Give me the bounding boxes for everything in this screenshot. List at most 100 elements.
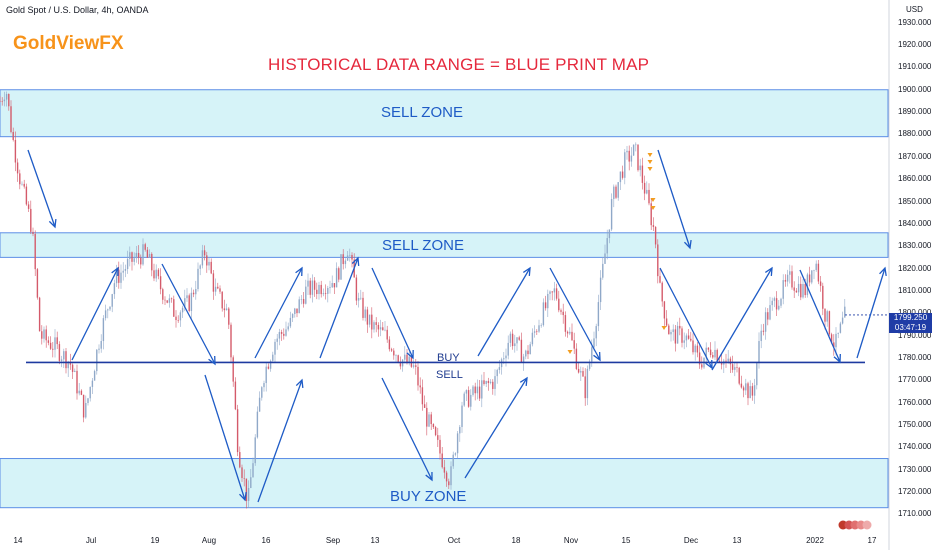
brand-watermark: GoldViewFX (13, 33, 124, 54)
candle-body (421, 387, 424, 405)
candle-body (804, 284, 806, 296)
candle-body (828, 311, 831, 335)
price-tick-label: 1880.000 (898, 129, 932, 139)
candle-body (839, 323, 842, 333)
candle-body (151, 253, 153, 271)
candle-body (173, 299, 175, 317)
candle-body (16, 162, 19, 174)
zone-label-mid: SELL ZONE (382, 237, 464, 254)
candle-body (408, 356, 410, 364)
candle-body (665, 318, 668, 326)
candle-body (335, 268, 338, 288)
candle-body (485, 380, 487, 384)
candle-body (52, 348, 54, 350)
candle-body (529, 344, 531, 355)
flag-icons[interactable] (838, 520, 872, 530)
candle-body (474, 386, 476, 394)
candle-body (753, 385, 756, 396)
candle-body (767, 312, 769, 320)
candle-body (25, 186, 28, 205)
candle-body (654, 226, 657, 245)
arrow-head (879, 266, 887, 277)
candle-body (276, 338, 278, 342)
candle-body (137, 252, 140, 258)
candle-body (115, 269, 118, 284)
candle-body (219, 288, 221, 292)
candle-body (355, 277, 358, 301)
candle-body (569, 331, 571, 334)
arrow-head (295, 266, 303, 277)
price-tick-label: 1750.000 (898, 420, 932, 429)
candle-body (808, 274, 811, 283)
candle-body (96, 349, 98, 372)
candle-body (419, 385, 421, 388)
candle-body (452, 454, 454, 467)
candle-body (586, 368, 589, 399)
candle-body (749, 386, 751, 399)
candle-body (797, 283, 800, 293)
price-tick-label: 1900.000 (898, 84, 932, 94)
candle-body (652, 225, 655, 227)
candle-body (212, 273, 215, 292)
arrow-head (522, 266, 531, 277)
candle-body (454, 453, 457, 455)
candle-body (338, 268, 340, 280)
candle-body (243, 477, 245, 479)
candle-body (720, 361, 723, 365)
candle-body (305, 286, 307, 304)
candle-body (85, 403, 87, 418)
candle-body (98, 348, 100, 350)
candle-body (833, 342, 835, 348)
candle-body (232, 357, 234, 382)
candle-body (835, 333, 837, 348)
candle-body (736, 367, 738, 368)
candle-body (555, 288, 558, 299)
candle-body (712, 355, 714, 358)
price-tick-label: 1830.000 (898, 241, 932, 251)
price-tick-label: 1850.000 (898, 196, 932, 206)
candle-body (824, 308, 826, 322)
candle-body (591, 347, 593, 362)
candle-body (432, 424, 435, 428)
candle-body (714, 349, 716, 358)
candle-body (351, 254, 353, 260)
candle-body (769, 305, 771, 320)
candle-body (390, 349, 393, 351)
candle-body (694, 345, 696, 353)
candle-body (230, 324, 232, 358)
symbol-title[interactable]: Gold Spot / U.S. Dollar, 4h, OANDA (6, 5, 149, 15)
candle-body (322, 293, 325, 295)
candle-body (267, 366, 270, 369)
candle-body (701, 364, 703, 368)
candle-body (560, 310, 562, 312)
candle-body (234, 381, 237, 410)
price-tick-label: 1840.000 (898, 218, 932, 228)
candle-body (82, 394, 85, 418)
candle-body (685, 335, 688, 341)
candle-body (157, 269, 160, 277)
projection-arrow (319, 257, 359, 359)
candle-body (434, 427, 437, 436)
candle-body (318, 284, 320, 295)
time-tick-label: Oct (447, 536, 461, 545)
arrow-head (833, 353, 841, 364)
candle-body (289, 317, 292, 327)
candle-body (676, 325, 679, 344)
candle-body (74, 370, 76, 372)
candle-body (780, 298, 782, 306)
candle-body (646, 189, 648, 194)
candle-body (327, 288, 329, 294)
candle-body (221, 291, 223, 309)
arrow-head (705, 359, 713, 370)
candle-body (566, 331, 569, 334)
candle-body (511, 333, 514, 347)
candle-body (716, 349, 718, 361)
candle-body (36, 269, 39, 298)
candle-body (659, 276, 661, 283)
candle-body (12, 131, 14, 140)
candle-body (214, 286, 217, 292)
candle-body (795, 290, 798, 293)
candle-body (415, 365, 417, 367)
candle-body (520, 339, 523, 363)
